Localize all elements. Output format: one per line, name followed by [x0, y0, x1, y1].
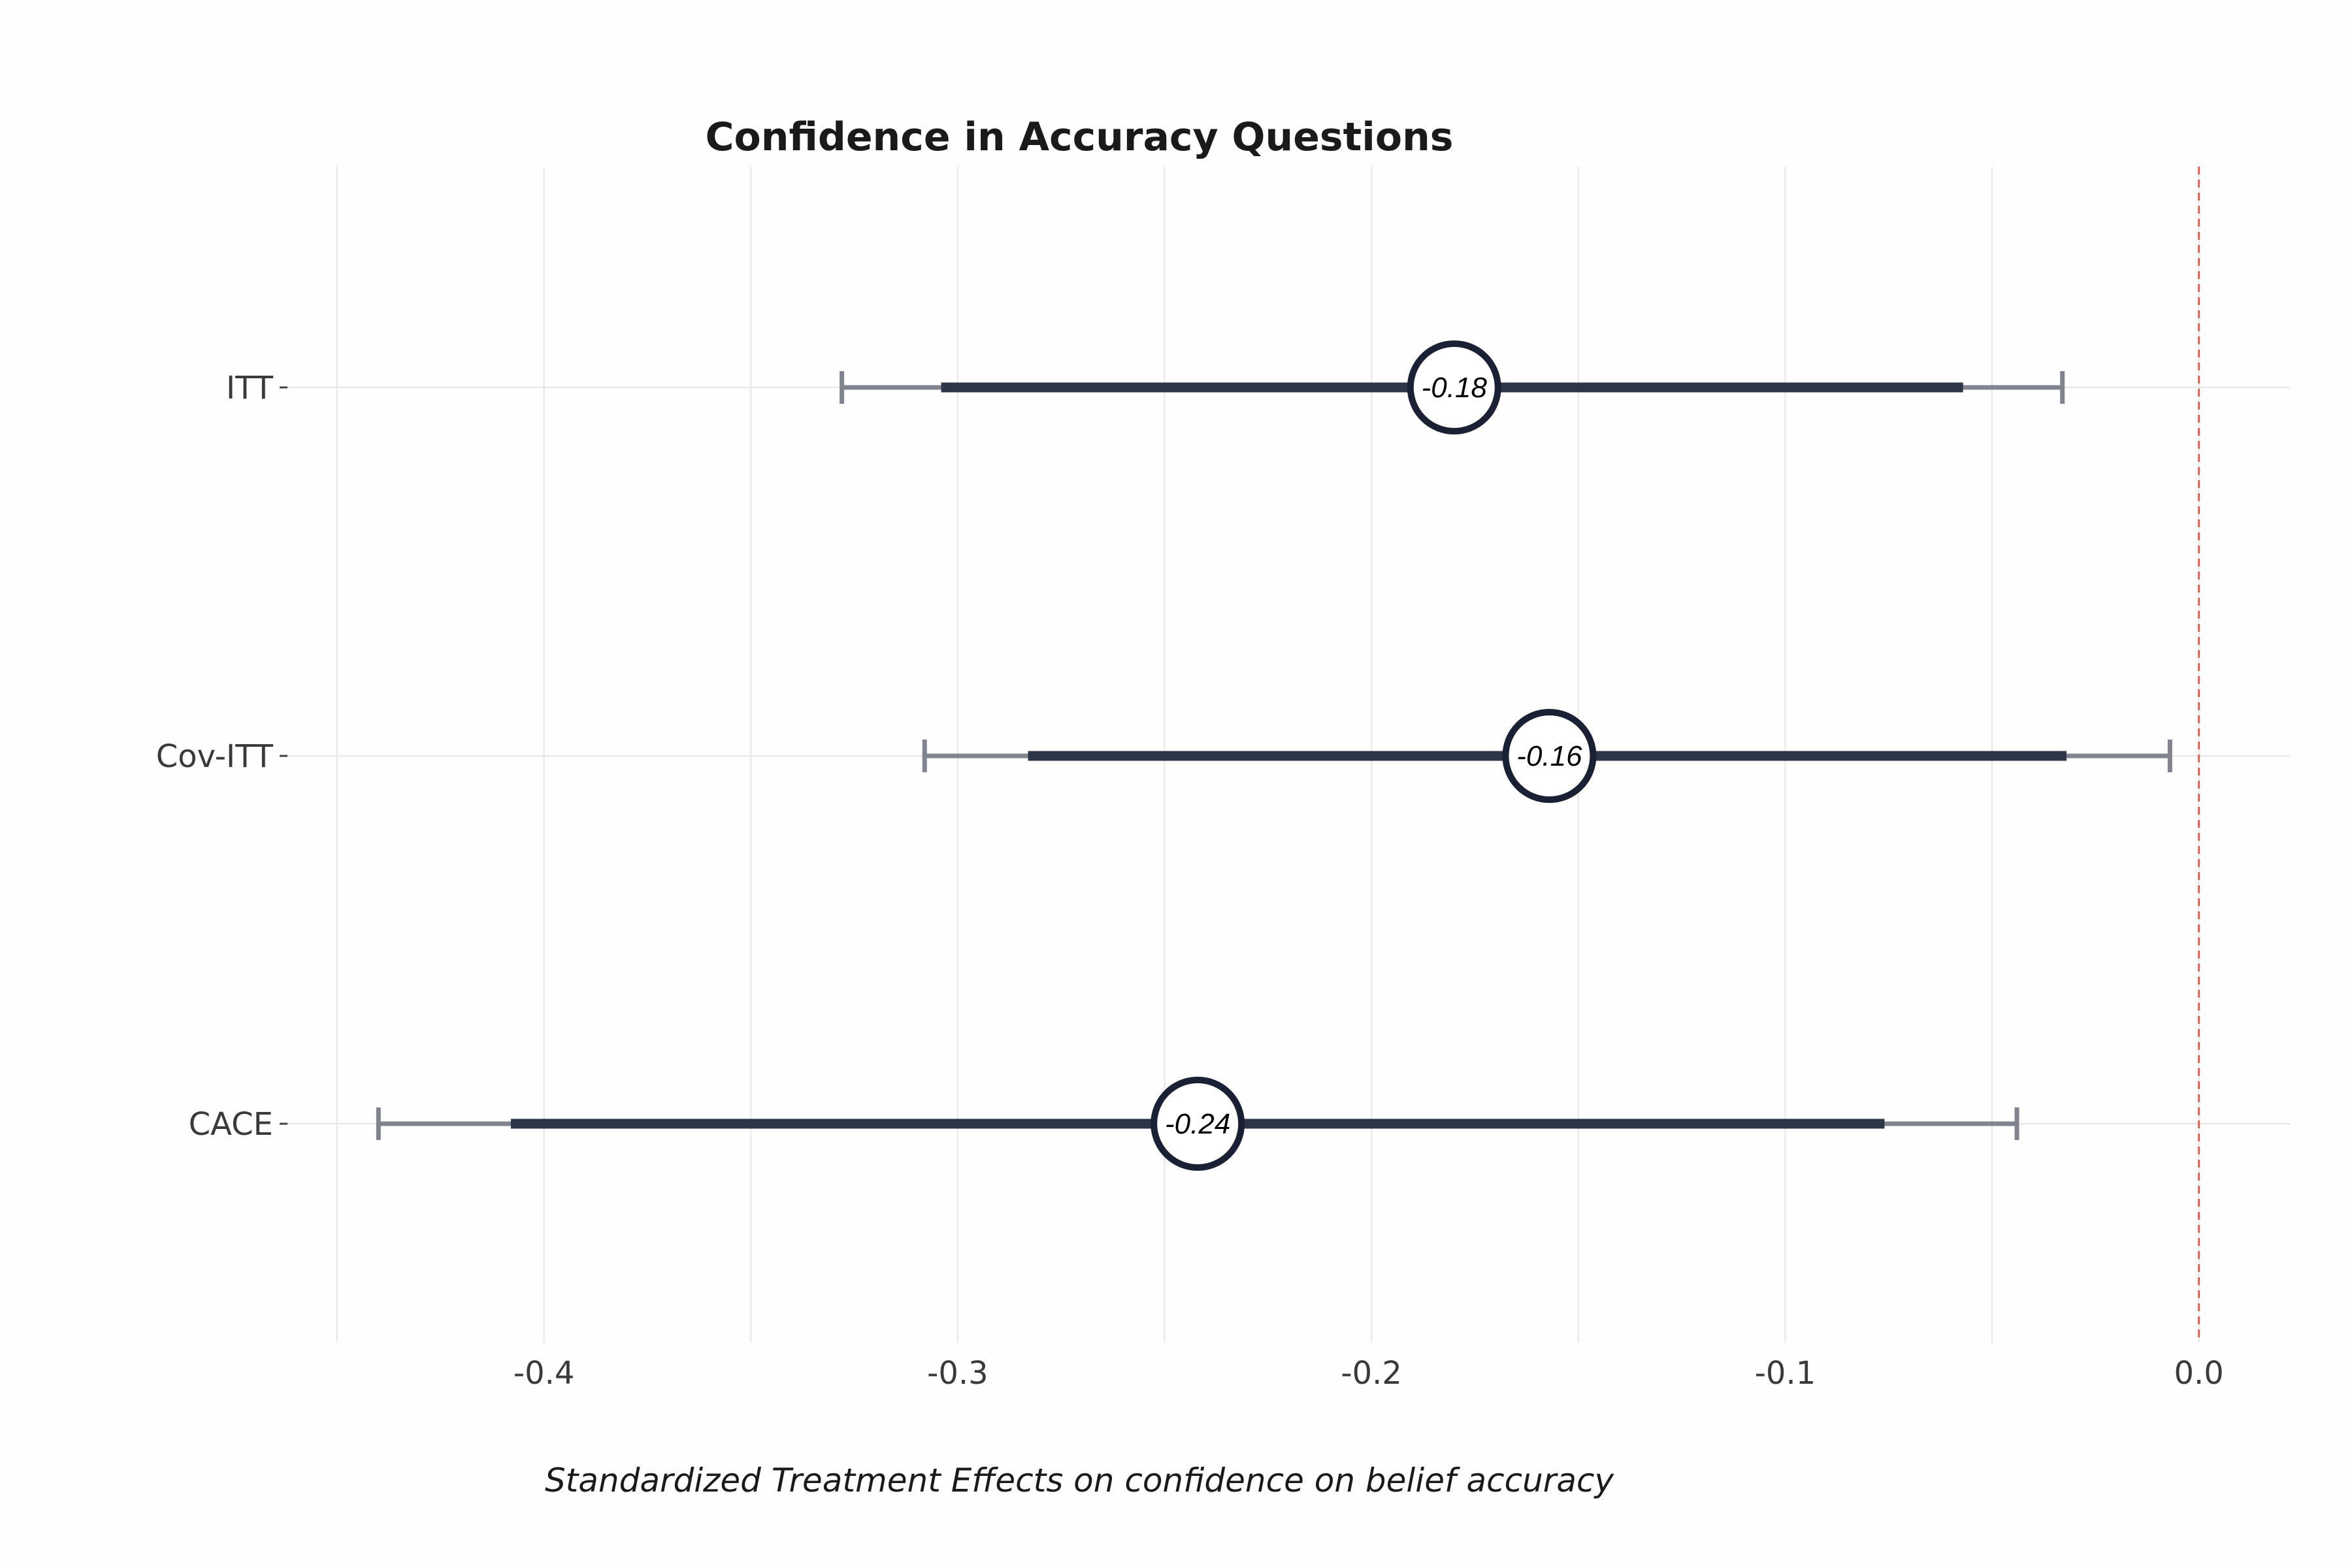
- y-tick-label: CACE: [189, 1106, 273, 1143]
- estimate-label: -0.24: [1165, 1108, 1230, 1140]
- estimate-point: [1151, 1077, 1245, 1171]
- x-tick-label: 0.0: [2174, 1355, 2224, 1392]
- chart-title: Confidence in Accuracy Questions: [705, 114, 1453, 160]
- x-tick-label: -0.1: [1755, 1355, 1816, 1392]
- y-tick-label: ITT: [226, 370, 274, 406]
- estimate-label: -0.16: [1516, 740, 1582, 772]
- estimate-point: [1407, 340, 1501, 434]
- x-tick-label: -0.2: [1341, 1355, 1402, 1392]
- estimate-point: [1502, 709, 1597, 803]
- series-cov-itt: -0.16: [922, 709, 2172, 803]
- y-tick-label: Cov-ITT: [156, 738, 274, 775]
- series-layer: -0.18 -0.16 -0.24: [376, 340, 2172, 1171]
- x-axis-label: Standardized Treatment Effects on confid…: [545, 1462, 1615, 1499]
- series-cace: -0.24: [376, 1077, 2019, 1171]
- x-tick-label: -0.4: [514, 1355, 575, 1392]
- axis-layer: -0.4 -0.3 -0.2 -0.1 0.0 ITT Cov-ITT CACE: [156, 370, 2224, 1392]
- estimate-label: -0.18: [1422, 372, 1488, 404]
- series-itt: -0.18: [840, 340, 2065, 434]
- x-tick-label: -0.3: [927, 1355, 988, 1392]
